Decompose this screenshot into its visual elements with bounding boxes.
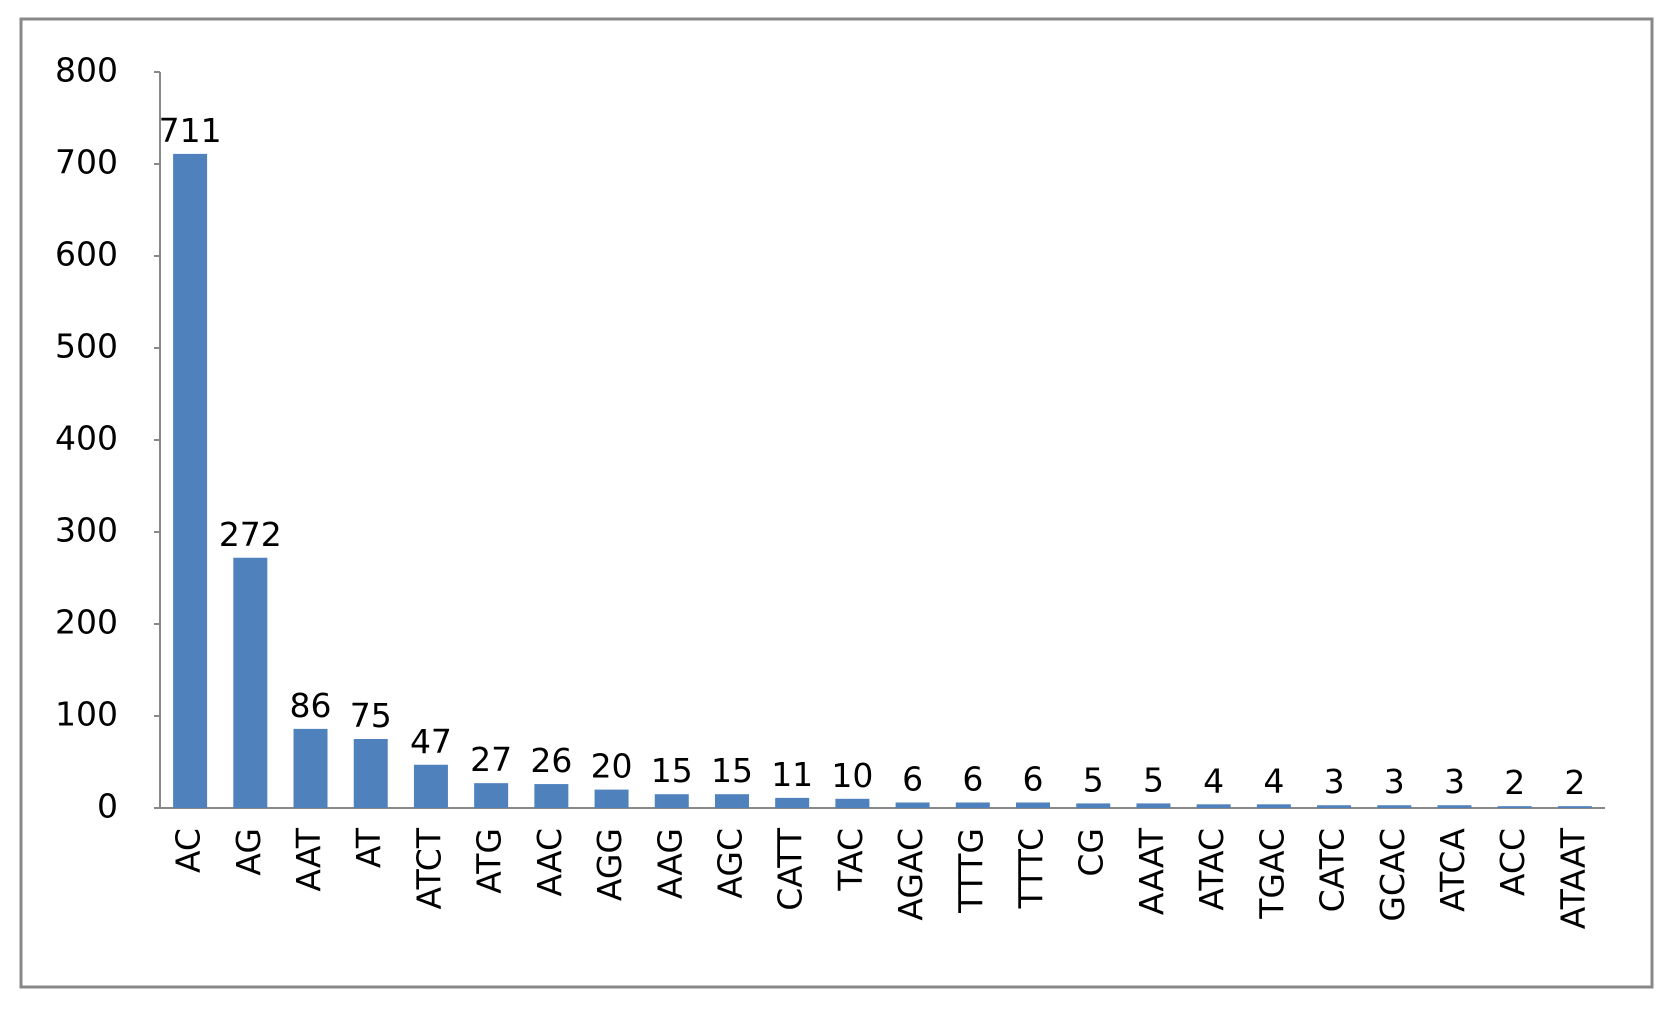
x-tick-label: TTTG	[951, 828, 990, 914]
x-tick-label: TTTC	[1012, 828, 1051, 909]
bar	[1557, 806, 1592, 808]
y-tick-label: 0	[97, 787, 118, 826]
y-tick-label: 700	[55, 143, 118, 182]
bar	[1196, 804, 1231, 808]
y-tick-label: 800	[55, 51, 118, 90]
y-tick-label: 300	[55, 511, 118, 550]
data-label: 272	[219, 515, 282, 554]
y-tick-label: 200	[55, 603, 118, 642]
data-label: 75	[350, 696, 392, 735]
data-label: 26	[530, 741, 572, 780]
data-label: 27	[470, 740, 512, 779]
x-tick-label: TAC	[831, 828, 870, 892]
x-tick-label: CG	[1072, 828, 1111, 877]
x-tick-label: AGG	[590, 828, 629, 901]
bar	[1016, 802, 1051, 808]
bar	[173, 153, 208, 808]
x-tick-label: AGC	[710, 828, 749, 899]
bar	[1377, 805, 1412, 808]
x-tick-label: ATAAT	[1553, 827, 1592, 929]
data-label: 5	[1143, 760, 1164, 799]
bar	[353, 739, 388, 808]
x-tick-label: TGAC	[1252, 828, 1291, 920]
data-label: 10	[831, 756, 873, 795]
bar	[654, 794, 689, 808]
bar	[413, 764, 448, 808]
data-label: 11	[771, 755, 813, 794]
data-label: 3	[1444, 762, 1465, 801]
x-tick-label: ACC	[1493, 828, 1532, 896]
x-tick-label: GCAC	[1373, 828, 1412, 922]
data-label: 6	[902, 759, 923, 798]
bar	[775, 797, 810, 808]
x-tick-label: ATCA	[1433, 828, 1472, 912]
x-tick-label: ATG	[470, 828, 509, 894]
bar	[835, 798, 870, 808]
data-label: 2	[1564, 763, 1585, 802]
data-label: 6	[1023, 759, 1044, 798]
data-label: 6	[962, 759, 983, 798]
x-tick-label: AC	[169, 828, 208, 873]
bar	[1497, 806, 1532, 808]
data-label: 3	[1324, 762, 1345, 801]
x-tick-label: AAT	[289, 827, 328, 892]
data-label: 4	[1203, 761, 1224, 800]
bar	[955, 802, 990, 808]
x-tick-label: ATCT	[409, 827, 448, 909]
data-label: 15	[651, 751, 693, 790]
x-tick-label: CATC	[1313, 828, 1352, 912]
x-tick-label: AG	[229, 828, 268, 876]
bar	[293, 728, 328, 808]
bar	[1136, 803, 1171, 808]
data-label: 4	[1263, 761, 1284, 800]
y-tick-label: 500	[55, 327, 118, 366]
bar	[233, 557, 268, 808]
data-label: 15	[711, 751, 753, 790]
bar	[895, 802, 930, 808]
x-tick-label: ATAC	[1192, 828, 1231, 911]
data-label: 711	[159, 111, 222, 150]
data-label: 5	[1083, 760, 1104, 799]
bar	[1076, 803, 1111, 808]
data-label: 47	[410, 722, 452, 761]
x-tick-label: CATT	[771, 827, 810, 911]
bar	[1317, 805, 1352, 808]
bar	[474, 783, 509, 808]
bar	[714, 794, 749, 808]
data-label: 20	[591, 747, 633, 786]
y-tick-label: 400	[55, 419, 118, 458]
x-tick-label: AAAT	[1132, 827, 1171, 915]
x-tick-label: AT	[349, 827, 388, 868]
data-label: 2	[1504, 763, 1525, 802]
data-label: 86	[290, 686, 332, 725]
x-tick-label: AAG	[650, 828, 689, 899]
bar	[1256, 804, 1291, 808]
y-tick-label: 600	[55, 235, 118, 274]
x-tick-label: AAC	[530, 828, 569, 897]
data-label: 3	[1384, 762, 1405, 801]
chart-border	[19, 17, 1654, 989]
bar	[594, 789, 629, 808]
bar	[1437, 805, 1472, 808]
bar	[534, 784, 569, 808]
x-tick-label: AGAC	[891, 828, 930, 921]
y-tick-label: 100	[55, 695, 118, 734]
